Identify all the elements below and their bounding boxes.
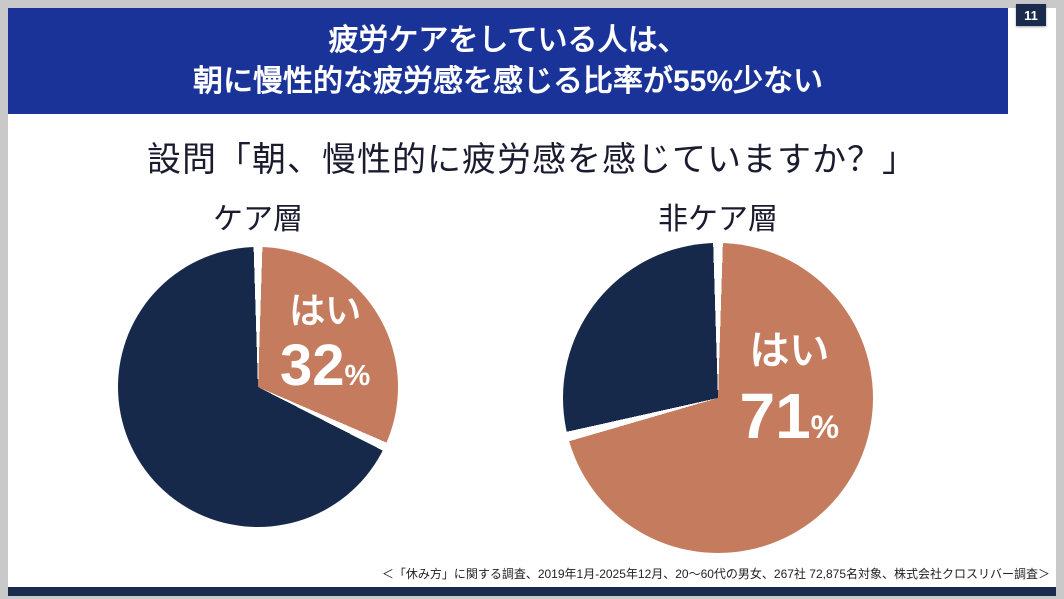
header-line-1: 疲労ケアをしている人は、 [328,23,688,57]
page-number-badge: 11 [1016,4,1046,26]
pie-title-noncare-group: 非ケア層 [658,203,778,236]
header-banner: 疲労ケアをしている人は、 朝に慢性的な疲労感を感じる比率が55%少ない [8,8,1008,114]
question-title: 設問「朝、慢性的に疲労感を感じていますか？」 [147,141,917,179]
slice-value-number: 32 [280,333,345,399]
slide: 疲労ケアをしている人は、 朝に慢性的な疲労感を感じる比率が55%少ない 11 設… [8,4,1056,596]
pie-annotation-care: はい 32% [252,289,398,397]
slice-value-noncare-yes: 71% [706,379,873,452]
footer-accent-bar [8,587,1056,596]
slice-value-number: 71 [739,379,811,452]
pie-chart-care-group: はい 32% [118,247,398,527]
percent-unit: % [810,408,840,445]
slice-label-care-yes: はい [289,290,362,331]
slice-value-care-yes: 32% [252,333,398,399]
header-line-2: 朝に慢性的な疲労感を感じる比率が55%少ない [192,65,824,98]
percent-unit: % [344,360,371,393]
slice-label-noncare-yes: はい [749,328,830,373]
survey-footnote: ＜「休み方」に関する調査、2019年1月-2025年12月、20～60代の男女、… [381,567,1050,581]
pie-annotation-noncare: はい 71% [706,327,873,450]
pie-title-care-group: ケア層 [213,203,303,236]
pie-chart-noncare-group: はい 71% [563,243,873,553]
